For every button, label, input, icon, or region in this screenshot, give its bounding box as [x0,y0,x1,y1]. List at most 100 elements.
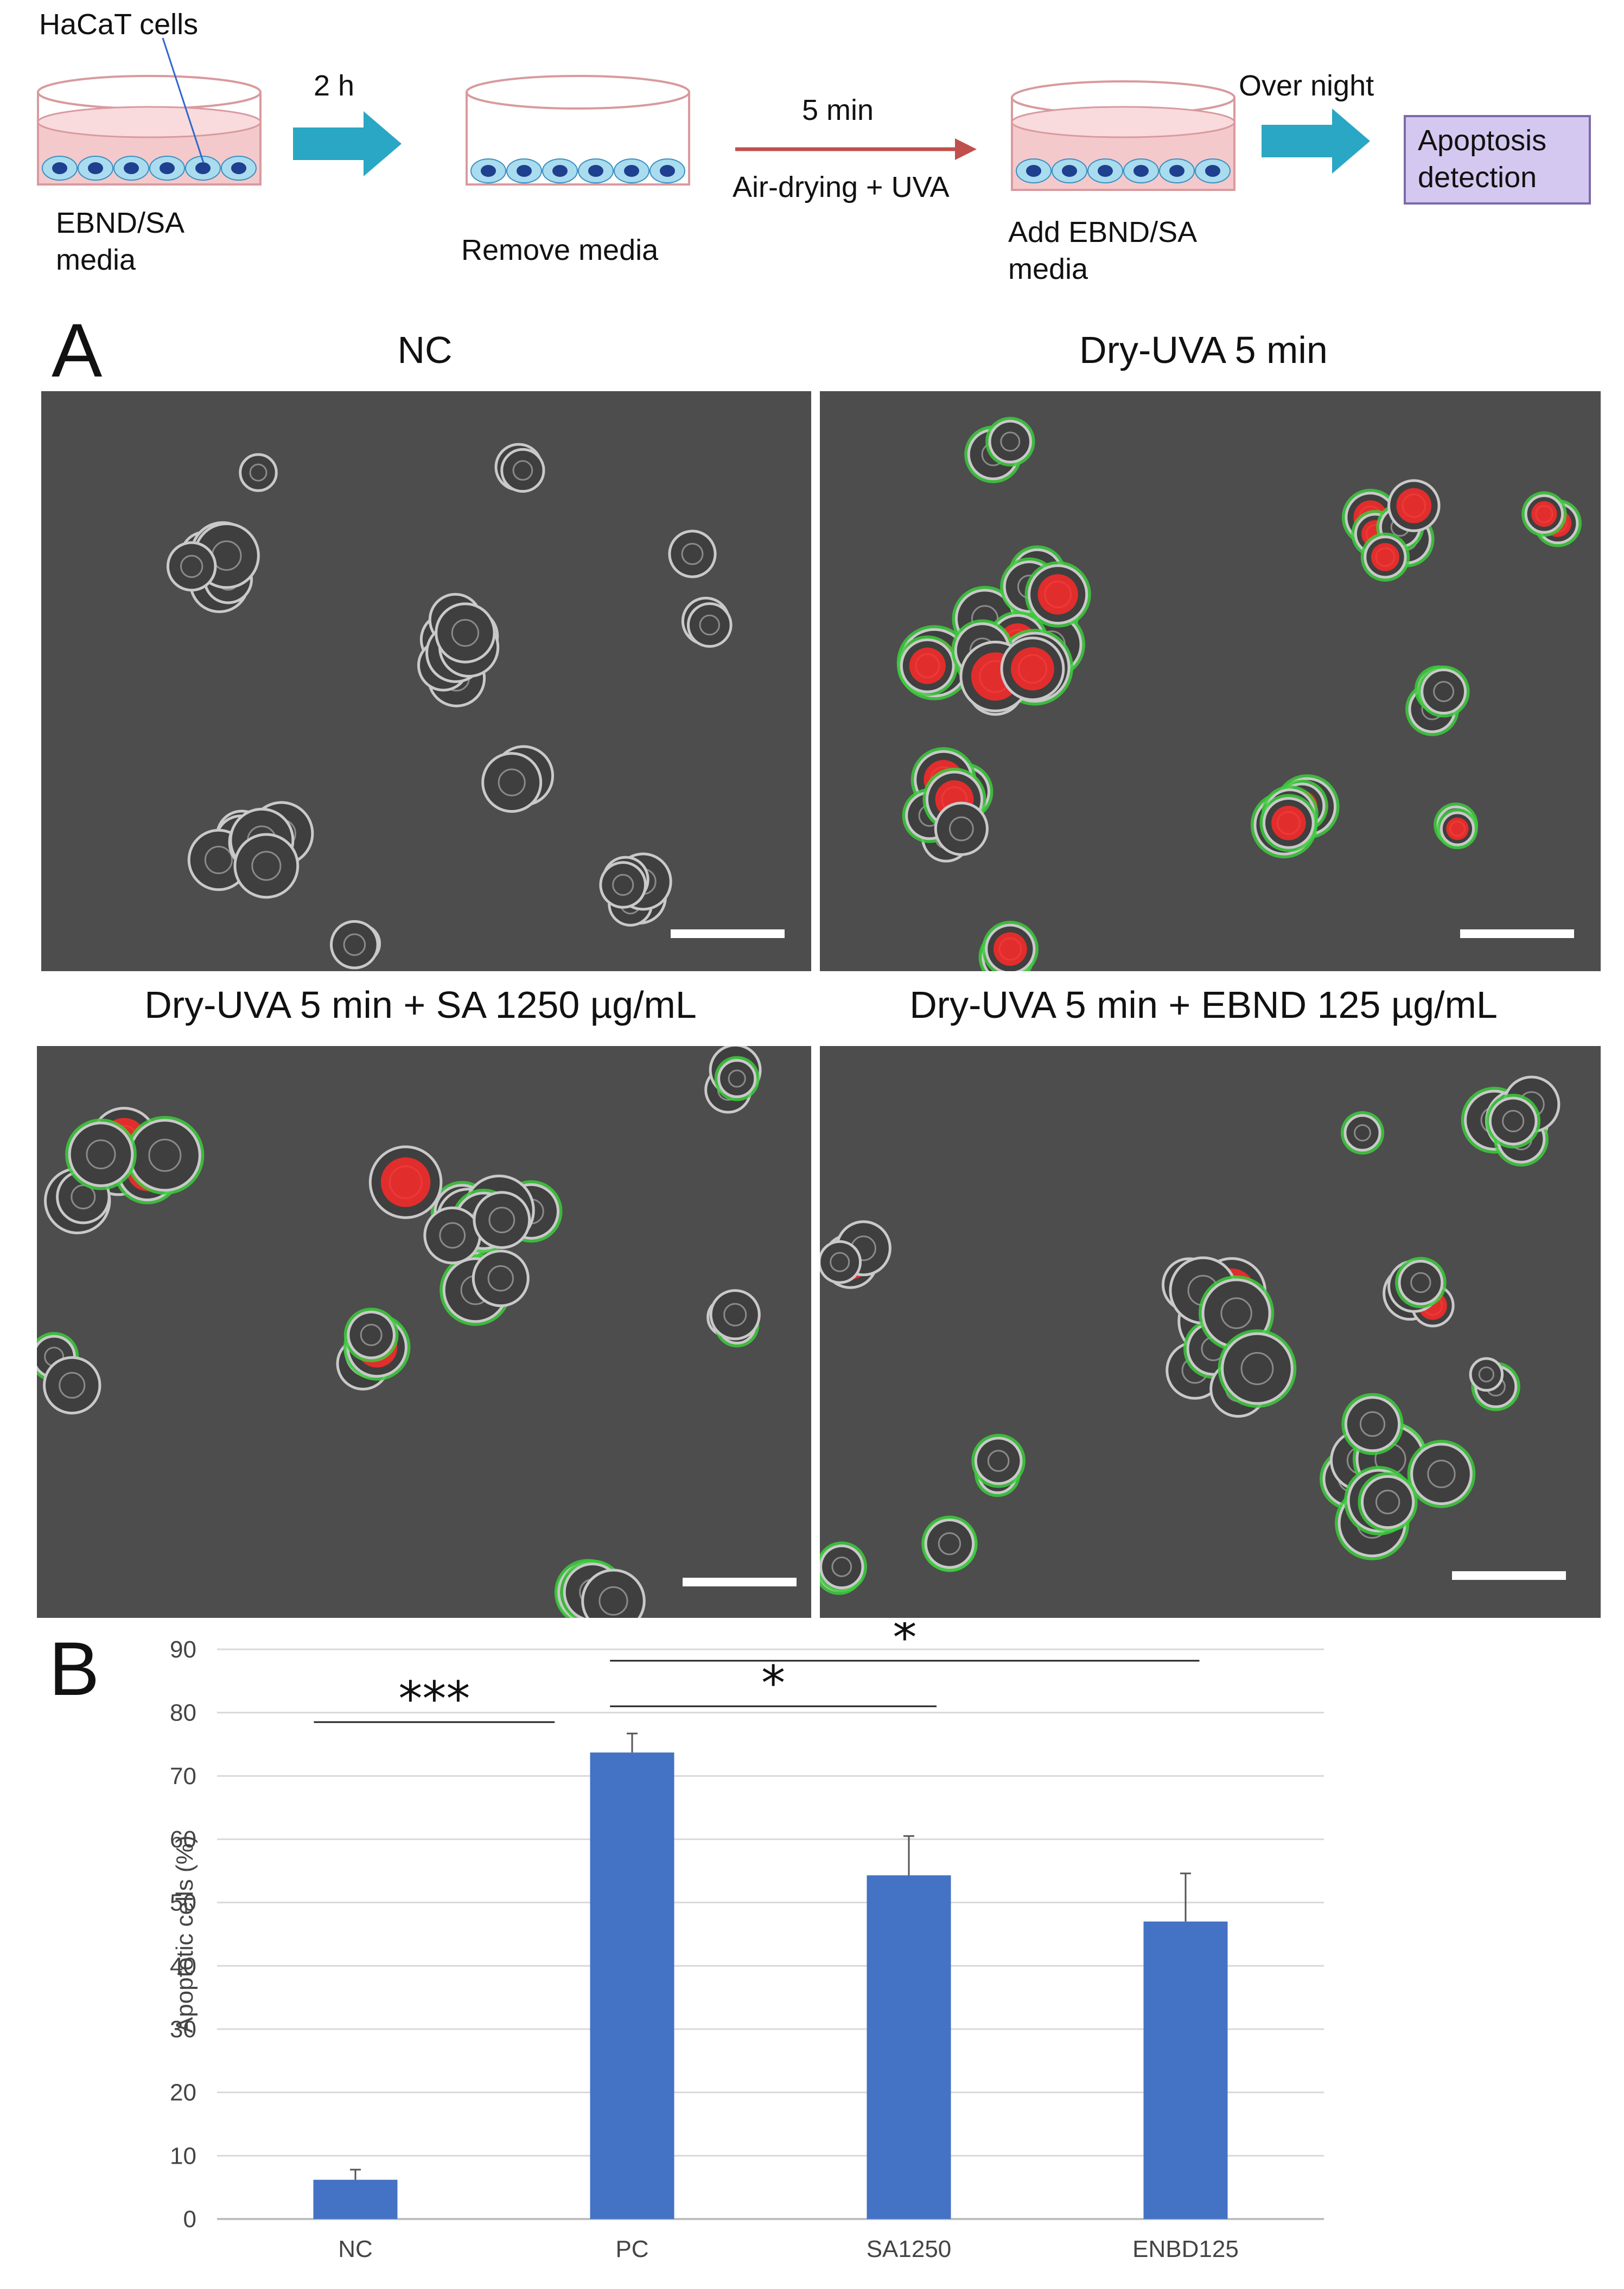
cell-membrane [1469,1357,1504,1392]
nucleus-icon [481,165,496,177]
cell [1407,1439,1476,1508]
green-stain [1437,808,1478,850]
green-stain [1218,1329,1297,1408]
cell-membrane [435,602,496,664]
step1-time-label: 2 h [314,69,355,102]
cell [1360,532,1410,582]
cell-membrane [1343,1114,1381,1152]
green-stain [820,1541,867,1592]
step3-time-label: Over night [1239,69,1374,102]
cell-nucleus [204,845,233,875]
cell [43,1356,101,1415]
red-stain [1271,806,1306,840]
x-tick-label: PC [615,2236,648,2262]
green-stain [982,921,1039,971]
cell-membrane [1488,1096,1538,1146]
cell-nucleus [1502,1110,1525,1132]
arrow-right-icon [293,111,402,176]
green-stain [1259,794,1318,852]
cell-membrane [581,1568,646,1618]
cell-membrane [1421,668,1467,715]
panel-title-dry-uva: Dry-UVA 5 min [1079,329,1328,371]
apoptosis-detection-box: Apoptosis detection [1404,115,1591,205]
cell-membrane [1410,1443,1473,1506]
apoptosis-detection-label: Apoptosis detection [1418,124,1547,194]
green-stain [1521,491,1567,537]
cell-membrane [599,861,647,909]
cell [1395,1257,1447,1309]
cell [982,921,1039,971]
cell-nucleus [728,1069,746,1088]
cell-membrane [820,1544,864,1590]
panel-title-dry-uva-sa: Dry-UVA 5 min + SA 1250 µg/mL [144,984,697,1026]
significance-star: * [893,1622,916,1666]
cell-nucleus [1000,431,1021,452]
cell [1486,1093,1541,1149]
cell-membrane [1398,1260,1444,1305]
cell [1437,808,1478,850]
cell-membrane [472,1249,530,1308]
y-tick-label: 50 [170,1890,196,1916]
cell-nucleus [938,1532,961,1555]
nucleus-icon [588,165,603,177]
y-tick-label: 90 [170,1636,196,1663]
cell-membrane [500,448,545,493]
cell [934,801,989,856]
step2-treatment-label: Air-drying + UVA [733,171,950,203]
panel-title-dry-uva-ebnd: Dry-UVA 5 min + EBND 125 µg/mL [909,984,1498,1026]
cell-nucleus [1359,1411,1386,1437]
nucleus-icon [1062,165,1077,177]
cell-membrane [668,530,717,578]
cell [343,1308,399,1362]
y-tick-label: 60 [170,1826,196,1853]
cell-membrane [128,1119,201,1192]
cell [329,920,379,970]
cell-nucleus [148,1138,182,1172]
scale-bar [683,1578,797,1586]
cell-nucleus [598,1586,628,1616]
scale-bar [1452,1571,1566,1580]
cell-membrane [1221,1332,1294,1405]
cell [686,602,733,648]
add-media-label: Add EBND/SA media [1008,216,1198,285]
green-stain [1395,1257,1447,1309]
green-stain [1358,1472,1418,1532]
red-stain [1011,647,1054,691]
cell-nucleus [699,614,720,636]
cell [709,1289,761,1341]
cell-nucleus [180,554,203,578]
nucleus-icon [231,162,246,174]
cell [1340,1111,1385,1155]
culture-dish-cells-only [466,75,690,186]
cell-membrane [686,602,733,648]
green-stain [1486,1093,1541,1149]
red-stain [993,932,1027,966]
cell-nucleus [487,1265,514,1292]
cell-nucleus [1240,1352,1274,1385]
cell-nucleus [86,1139,116,1170]
y-tick-label: 30 [170,2016,196,2043]
significance-star: *** [398,1671,470,1727]
cell-nucleus [439,1222,466,1249]
micrograph-dry-uva [818,390,1602,973]
cell-membrane [43,1356,101,1415]
significance-star: * [761,1655,785,1711]
nucleus-icon [88,162,103,174]
cell [985,417,1035,467]
cell [368,1145,443,1219]
cell [714,1056,760,1101]
cell [971,1433,1026,1488]
nucleus-icon [1098,165,1113,177]
arrow-right-icon [1262,109,1370,174]
cell-nucleus [1220,1297,1252,1329]
green-stain [714,1056,760,1101]
x-tick-label: NC [338,2236,373,2262]
cell-nucleus [948,816,974,841]
y-axis-label: Apoptotic cells (%) [171,1835,198,2033]
nucleus-icon [660,165,675,177]
cell-membrane [1360,1475,1415,1529]
cell [1387,479,1441,532]
cell-membrane [717,1059,757,1099]
cell [897,635,958,697]
